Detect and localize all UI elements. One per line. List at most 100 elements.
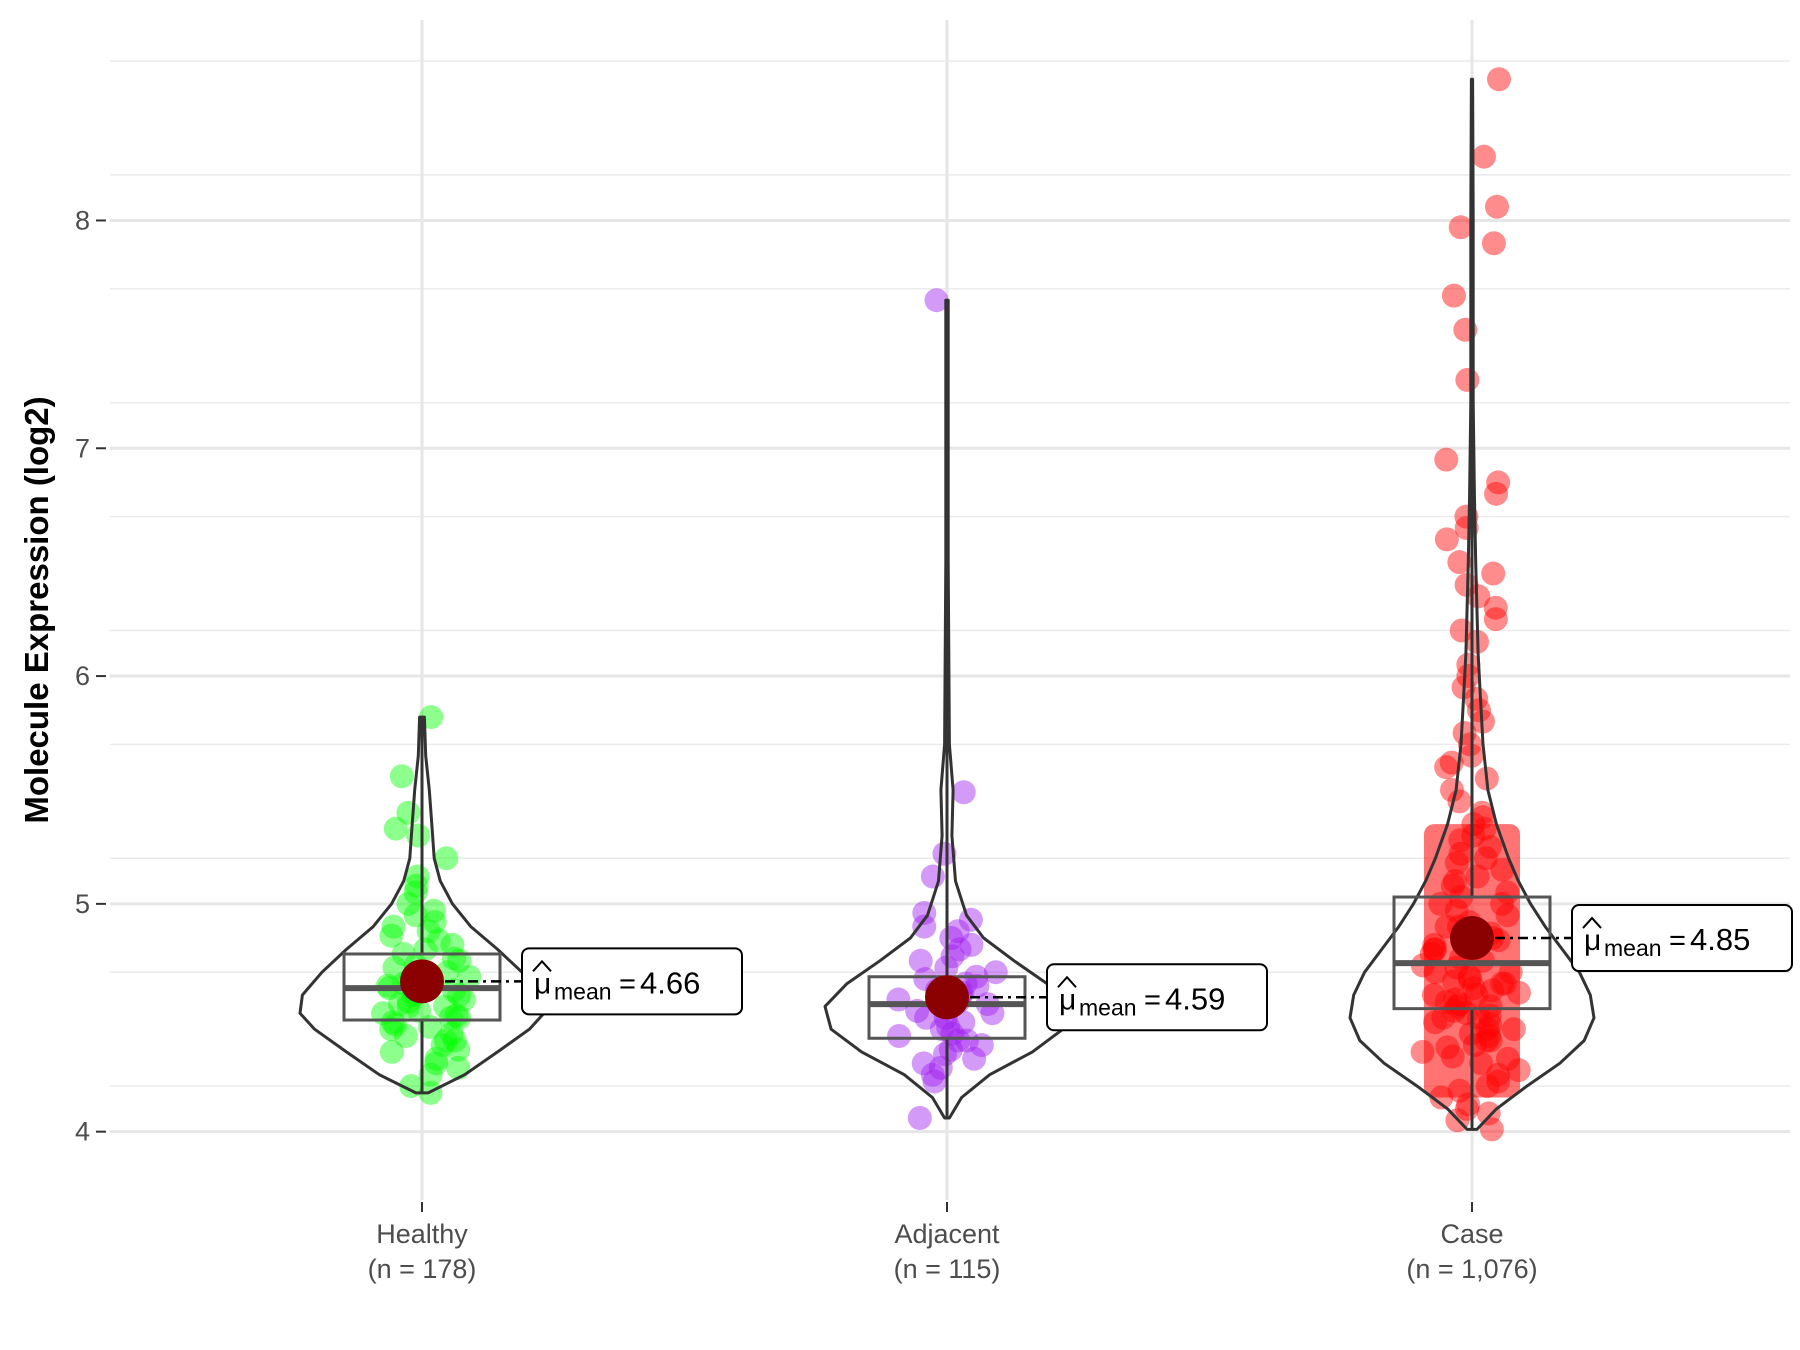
x-sample-size-case: (n = 1,076) (1406, 1254, 1537, 1284)
data-point-healthy (379, 923, 404, 948)
data-point-case (1484, 194, 1509, 219)
data-point-adjacent (962, 1046, 987, 1071)
y-axis-ticks: 4 5 6 7 8 (75, 205, 106, 1147)
data-point-case (1456, 652, 1481, 677)
x-sample-size-healthy: (n = 178) (368, 1254, 477, 1284)
data-point-adjacent (983, 960, 1008, 985)
mean-subscript-case: mean (1604, 935, 1662, 961)
y-tick-label: 4 (75, 1117, 90, 1147)
mean-equals-case: = (1669, 925, 1686, 957)
mean-equals-adjacent: = (1144, 984, 1161, 1016)
mean-hat-case (1582, 916, 1602, 929)
data-point-healthy (382, 955, 407, 980)
data-point-healthy (381, 914, 406, 939)
data-point-healthy (433, 994, 458, 1019)
data-point-adjacent (947, 937, 972, 962)
data-point-case (1434, 447, 1459, 472)
data-point-adjacent (920, 864, 945, 889)
y-tick-label: 8 (75, 205, 90, 235)
data-point-adjacent (959, 932, 984, 957)
data-point-healthy (379, 1017, 404, 1042)
data-point-healthy (434, 846, 459, 871)
data-point-adjacent (933, 1042, 958, 1067)
data-point-healthy (426, 928, 451, 953)
data-point-adjacent (954, 1028, 979, 1053)
data-point-healthy (405, 864, 430, 889)
x-category-label-adjacent: Adjacent (894, 1219, 1000, 1249)
y-tick-label: 6 (75, 661, 90, 691)
x-axis-ticks: Healthy (n = 178) Adjacent (n = 115) Case (n … (368, 1202, 1538, 1284)
data-point-case (1483, 607, 1508, 632)
data-point-healthy (433, 1028, 458, 1053)
mean-value-case: 4.85 (1690, 922, 1750, 957)
data-point-healthy (424, 1046, 449, 1071)
mean-label-box-case (1571, 904, 1793, 973)
data-point-case (1481, 231, 1506, 256)
data-point-case (1455, 367, 1480, 392)
data-point-healthy (418, 1062, 443, 1087)
mean-hat-adjacent (1057, 975, 1077, 988)
data-point-adjacent (912, 914, 937, 939)
data-point-case (1476, 1101, 1501, 1126)
mean-symbol-healthy: μ (534, 967, 551, 1000)
mean-hat-healthy (532, 959, 552, 972)
data-point-case (1447, 550, 1472, 575)
data-point-healthy (407, 998, 432, 1023)
data-point-healthy (447, 1005, 472, 1030)
data-point-adjacent (922, 1069, 947, 1094)
data-point-case (1434, 755, 1459, 780)
boxplots (342, 79, 1552, 1130)
data-point-adjacent (911, 1051, 936, 1076)
data-point-adjacent (951, 780, 976, 805)
data-point-healthy (387, 992, 412, 1017)
data-point-case (1449, 618, 1474, 643)
data-point-case (1486, 67, 1511, 92)
data-point-case (1481, 561, 1506, 586)
data-point-case (1456, 664, 1481, 689)
data-point-healthy (424, 1051, 449, 1076)
data-point-adjacent (980, 1001, 1005, 1026)
data-point-healthy (430, 1033, 455, 1058)
x-category-label-case: Case (1440, 1219, 1503, 1249)
data-point-adjacent (924, 288, 949, 313)
mean-symbol-case: μ (1584, 924, 1601, 957)
mean-value-adjacent: 4.59 (1165, 981, 1225, 1016)
data-point-healthy (422, 910, 447, 935)
box-case (1392, 895, 1552, 1011)
data-point-adjacent (887, 1023, 912, 1048)
data-point-case (1484, 481, 1509, 506)
data-point-case (1448, 215, 1473, 240)
mean-subscript-adjacent: mean (1079, 994, 1137, 1020)
data-point-healthy (396, 891, 421, 916)
data-point-adjacent (886, 987, 911, 1012)
mean-dot-case (1450, 916, 1494, 961)
data-point-adjacent (920, 1062, 945, 1087)
data-point-case (1470, 800, 1495, 825)
data-point-healthy (457, 964, 482, 989)
y-tick-label: 5 (75, 889, 90, 919)
data-point-adjacent (939, 926, 964, 951)
data-point-healthy (421, 898, 446, 923)
data-point-healthy (438, 1005, 463, 1030)
y-axis-label: Molecule Expression (log2) (18, 396, 55, 823)
y-tick-label: 7 (75, 433, 90, 463)
mean-label-box-adjacent (1046, 963, 1268, 1032)
data-point-healthy (379, 1039, 404, 1064)
data-point-case (1439, 777, 1464, 802)
data-point-case (1470, 805, 1495, 830)
data-point-healthy (393, 1023, 418, 1048)
data-point-adjacent (946, 1028, 971, 1053)
data-point-adjacent (929, 1017, 954, 1042)
data-point-adjacent (938, 1037, 963, 1062)
data-point-case (1441, 283, 1466, 308)
data-point-healthy (440, 932, 465, 957)
data-point-healthy (439, 1021, 464, 1046)
data-point-adjacent (932, 841, 957, 866)
data-point-healthy (380, 1010, 405, 1035)
violin-case (1348, 77, 1596, 1131)
mean-dot-adjacent (925, 975, 969, 1020)
data-point-adjacent (965, 973, 990, 998)
data-point-healthy (451, 987, 476, 1012)
mean-symbol-adjacent: μ (1059, 983, 1076, 1016)
